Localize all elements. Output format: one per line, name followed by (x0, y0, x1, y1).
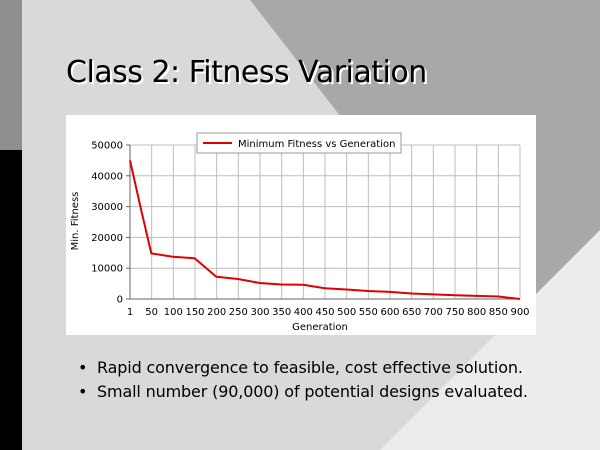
bullet-list: • Rapid convergence to feasible, cost eff… (78, 356, 528, 404)
y-tick-label: 30000 (91, 202, 123, 213)
x-tick-label: 350 (272, 307, 291, 318)
x-axis-label: Generation (292, 322, 348, 333)
x-tick-label: 400 (294, 307, 313, 318)
x-tick-label: 450 (315, 307, 334, 318)
chart-panel: 0 10000 20000 30000 40000 50000 1 50 100 150 200 25… (66, 115, 536, 335)
legend-box (196, 132, 402, 154)
left-band-gray (0, 0, 22, 150)
bullet-text: Small number (90,000) of potential desig… (97, 382, 528, 401)
x-tick-label: 300 (250, 307, 269, 318)
y-tick-label: 20000 (91, 233, 123, 244)
x-tick-label: 1 (127, 307, 133, 318)
bullet-item-2: • Small number (90,000) of potential desi… (78, 380, 528, 404)
series-line-minimum-fitness (129, 160, 521, 300)
legend: Minimum Fitness vs Generation (196, 132, 402, 154)
bullet-item-1: • Rapid convergence to feasible, cost eff… (78, 356, 528, 380)
y-tick-label: 0 (117, 295, 123, 306)
x-tick-label: 700 (424, 307, 443, 318)
y-tick-label: 40000 (91, 171, 123, 182)
x-tick-label: 200 (207, 307, 226, 318)
grid (129, 144, 521, 300)
slide-title: Class 2: Fitness Variation (66, 55, 427, 90)
x-tick-label: 650 (402, 307, 421, 318)
y-tick-label: 10000 (91, 264, 123, 275)
x-tick-label: 900 (510, 307, 529, 318)
x-tick-label: 850 (489, 307, 508, 318)
background-diagonal-light (380, 230, 600, 450)
series-layer (129, 160, 521, 300)
bullet-text: Rapid convergence to feasible, cost effe… (97, 358, 523, 377)
y-tick-label: 50000 (91, 141, 123, 152)
bullet-glyph: • (78, 382, 88, 401)
x-tick-label: 100 (164, 307, 183, 318)
legend-label: Minimum Fitness vs Generation (238, 139, 395, 150)
x-tick-label: 250 (229, 307, 248, 318)
y-axis-label: Min. Fitness (70, 192, 81, 251)
x-tick-label: 600 (380, 307, 399, 318)
x-tick-label: 800 (467, 307, 486, 318)
x-tick-label: 750 (445, 307, 464, 318)
x-tick-label: 550 (359, 307, 378, 318)
left-band-black (0, 150, 22, 450)
x-tick-label: 150 (185, 307, 204, 318)
x-tick-label: 50 (145, 307, 158, 318)
x-tick-label: 500 (337, 307, 356, 318)
bullet-glyph: • (78, 358, 88, 377)
